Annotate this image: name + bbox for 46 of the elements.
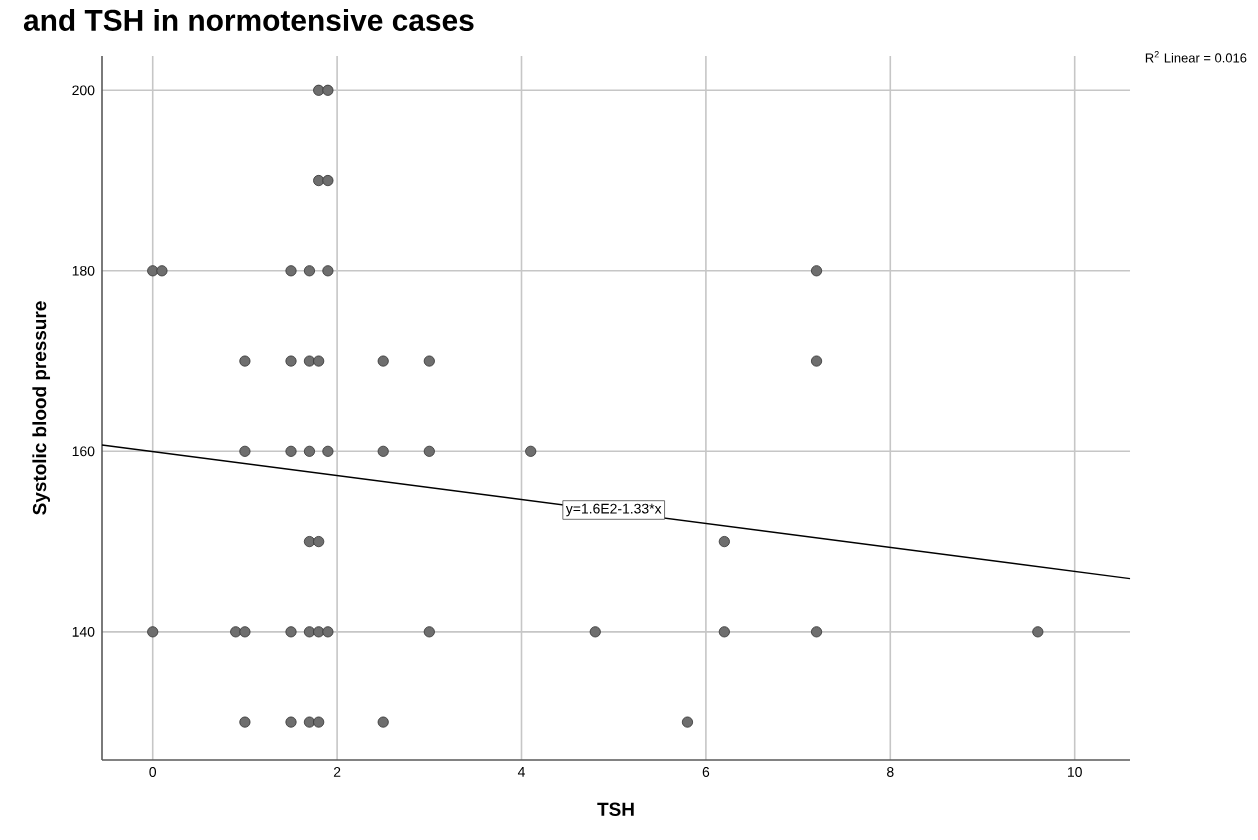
x-axis-title: TSH bbox=[597, 802, 634, 816]
point bbox=[239, 716, 251, 728]
point bbox=[285, 265, 297, 277]
point bbox=[313, 174, 325, 187]
point bbox=[313, 626, 325, 638]
point bbox=[1032, 626, 1044, 638]
point bbox=[810, 626, 823, 638]
point bbox=[322, 626, 334, 638]
point bbox=[322, 265, 334, 277]
point bbox=[239, 445, 251, 457]
point bbox=[377, 445, 389, 457]
point bbox=[313, 536, 325, 548]
point bbox=[423, 355, 435, 367]
point bbox=[239, 626, 251, 638]
point bbox=[303, 445, 316, 457]
point bbox=[303, 716, 316, 728]
y-axis-title: Systolic blood pressure bbox=[32, 301, 51, 515]
point bbox=[156, 265, 168, 277]
point bbox=[322, 174, 334, 187]
point bbox=[285, 445, 297, 457]
point bbox=[718, 626, 730, 638]
point bbox=[285, 716, 297, 728]
point bbox=[377, 716, 389, 728]
point bbox=[525, 445, 537, 457]
point bbox=[239, 355, 251, 367]
point bbox=[322, 84, 334, 96]
point bbox=[285, 355, 297, 367]
point bbox=[313, 355, 325, 367]
point bbox=[147, 626, 159, 638]
point bbox=[810, 355, 823, 367]
point bbox=[718, 536, 730, 548]
point bbox=[303, 265, 316, 277]
point bbox=[313, 716, 325, 728]
point bbox=[303, 626, 316, 638]
point bbox=[423, 626, 435, 638]
point bbox=[810, 265, 823, 277]
point bbox=[313, 84, 325, 96]
point bbox=[377, 355, 389, 367]
point bbox=[322, 445, 334, 457]
point bbox=[589, 626, 601, 638]
point bbox=[423, 445, 435, 457]
chart-title: and TSH in normotensive cases bbox=[23, 9, 474, 31]
point bbox=[285, 626, 297, 638]
point bbox=[681, 716, 694, 728]
point bbox=[147, 265, 159, 277]
point bbox=[230, 626, 242, 638]
